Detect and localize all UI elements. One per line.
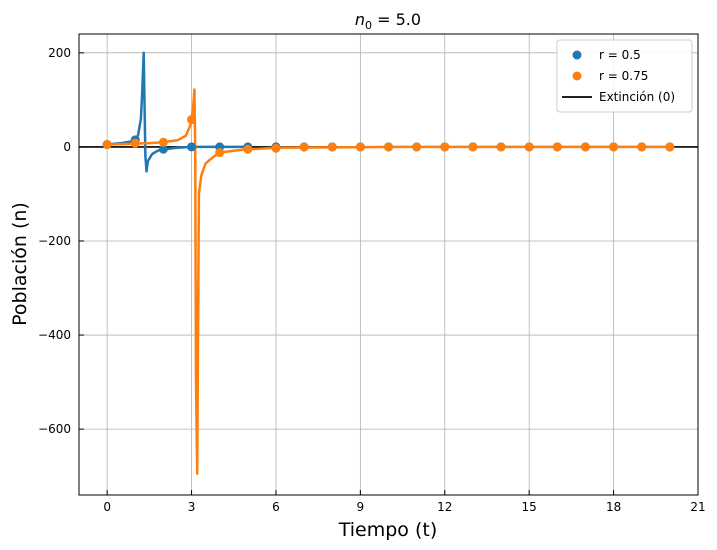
y-tick-label: 0 (63, 140, 71, 154)
legend-items: r = 0.5 r = 0.75 Extinción (0) (562, 48, 675, 104)
y-axis-ticks: 200 0 −200 −400 −600 (38, 46, 84, 436)
y-tick-label: −200 (38, 234, 71, 248)
series-markers (102, 115, 675, 158)
chart-title: n0 = 5.0 (355, 10, 421, 32)
x-tick-label: 12 (437, 500, 452, 514)
plot-frame (78, 33, 699, 496)
data-point-series-2 (496, 142, 506, 152)
data-point-series-2 (130, 138, 140, 148)
x-tick-label: 21 (690, 500, 705, 514)
data-point-series-2 (271, 143, 281, 153)
y-tick-label: −600 (38, 422, 71, 436)
legend-marker (572, 71, 582, 81)
x-tick-label: 0 (103, 500, 111, 514)
y-tick-label: 200 (48, 46, 71, 60)
x-axis-label: Tiempo (t) (338, 519, 438, 541)
data-point-series-2 (355, 142, 365, 152)
x-tick-label: 6 (272, 500, 280, 514)
data-point-series-2 (187, 115, 197, 125)
x-tick-label: 9 (357, 500, 365, 514)
data-point-series-2 (299, 142, 309, 152)
legend-marker (572, 50, 582, 60)
legend-label: r = 0.5 (599, 48, 641, 62)
legend-label: Extinción (0) (599, 90, 675, 104)
data-point-series-2 (215, 148, 225, 158)
data-point-series-2 (440, 142, 450, 152)
data-point-series-2 (552, 142, 562, 152)
legend-label: r = 0.75 (599, 69, 648, 83)
chart-title-rest: = 5.0 (372, 10, 421, 29)
data-point-series-2 (327, 142, 337, 152)
chart-title-subscript: 0 (365, 19, 372, 32)
chart-title-main: n (355, 10, 365, 29)
x-tick-label: 15 (522, 500, 537, 514)
legend-box (556, 39, 693, 113)
data-point-series-1 (187, 142, 197, 152)
data-point-series-2 (524, 142, 534, 152)
data-point-series-2 (665, 142, 675, 152)
x-axis-ticks: 0 3 6 9 12 15 18 21 (103, 490, 706, 514)
data-point-series-2 (412, 142, 422, 152)
data-point-series-2 (158, 137, 168, 147)
data-point-series-2 (243, 144, 253, 154)
y-tick-label: −400 (38, 328, 71, 342)
x-tick-label: 3 (188, 500, 196, 514)
x-tick-label: 18 (606, 500, 621, 514)
legend: r = 0.5 r = 0.75 Extinción (0) (556, 39, 693, 113)
data-point-series-2 (102, 140, 112, 150)
data-point-series-2 (637, 142, 647, 152)
y-axis-label: Población (n) (9, 202, 31, 326)
data-point-series-2 (609, 142, 619, 152)
data-point-series-1 (158, 144, 168, 154)
data-point-series-2 (468, 142, 478, 152)
data-point-series-2 (580, 142, 590, 152)
data-point-series-2 (384, 142, 393, 152)
